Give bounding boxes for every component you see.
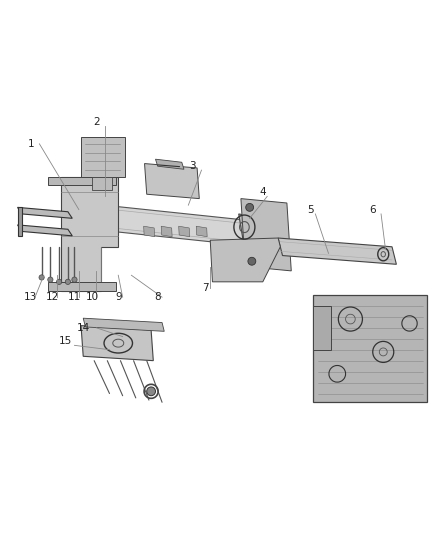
Text: 6: 6	[369, 205, 376, 215]
Polygon shape	[18, 225, 72, 236]
Polygon shape	[48, 282, 116, 290]
Text: 10: 10	[85, 292, 99, 302]
Polygon shape	[83, 203, 258, 247]
Polygon shape	[161, 226, 172, 237]
Text: 11: 11	[68, 292, 81, 302]
Circle shape	[248, 257, 256, 265]
Text: 15: 15	[59, 336, 72, 346]
Polygon shape	[241, 199, 291, 271]
Text: 1: 1	[27, 139, 34, 149]
Text: 3: 3	[189, 161, 196, 171]
Circle shape	[39, 275, 44, 280]
Polygon shape	[144, 226, 155, 237]
Polygon shape	[145, 164, 199, 199]
Text: 5: 5	[307, 205, 314, 215]
Circle shape	[57, 279, 62, 285]
Polygon shape	[313, 295, 427, 402]
Text: 7: 7	[202, 284, 209, 293]
Polygon shape	[196, 226, 207, 237]
Text: 4: 4	[259, 187, 266, 197]
Polygon shape	[18, 207, 22, 236]
Text: 9: 9	[115, 292, 122, 302]
Circle shape	[72, 277, 77, 282]
Polygon shape	[239, 214, 278, 247]
Text: 14: 14	[77, 323, 90, 333]
Text: 8: 8	[154, 292, 161, 302]
Polygon shape	[81, 326, 153, 361]
Text: 2: 2	[93, 117, 100, 127]
Polygon shape	[92, 177, 112, 190]
Polygon shape	[179, 226, 190, 237]
Circle shape	[48, 277, 53, 282]
Polygon shape	[313, 306, 331, 350]
Polygon shape	[61, 177, 118, 290]
Polygon shape	[278, 238, 396, 264]
Polygon shape	[48, 177, 116, 185]
Circle shape	[147, 387, 155, 395]
Circle shape	[65, 279, 71, 285]
Polygon shape	[81, 138, 125, 177]
Circle shape	[246, 204, 254, 211]
Polygon shape	[18, 207, 72, 219]
Polygon shape	[155, 159, 184, 169]
Polygon shape	[210, 238, 280, 282]
Text: 12: 12	[46, 292, 59, 302]
Text: 13: 13	[24, 292, 37, 302]
Polygon shape	[83, 318, 164, 332]
